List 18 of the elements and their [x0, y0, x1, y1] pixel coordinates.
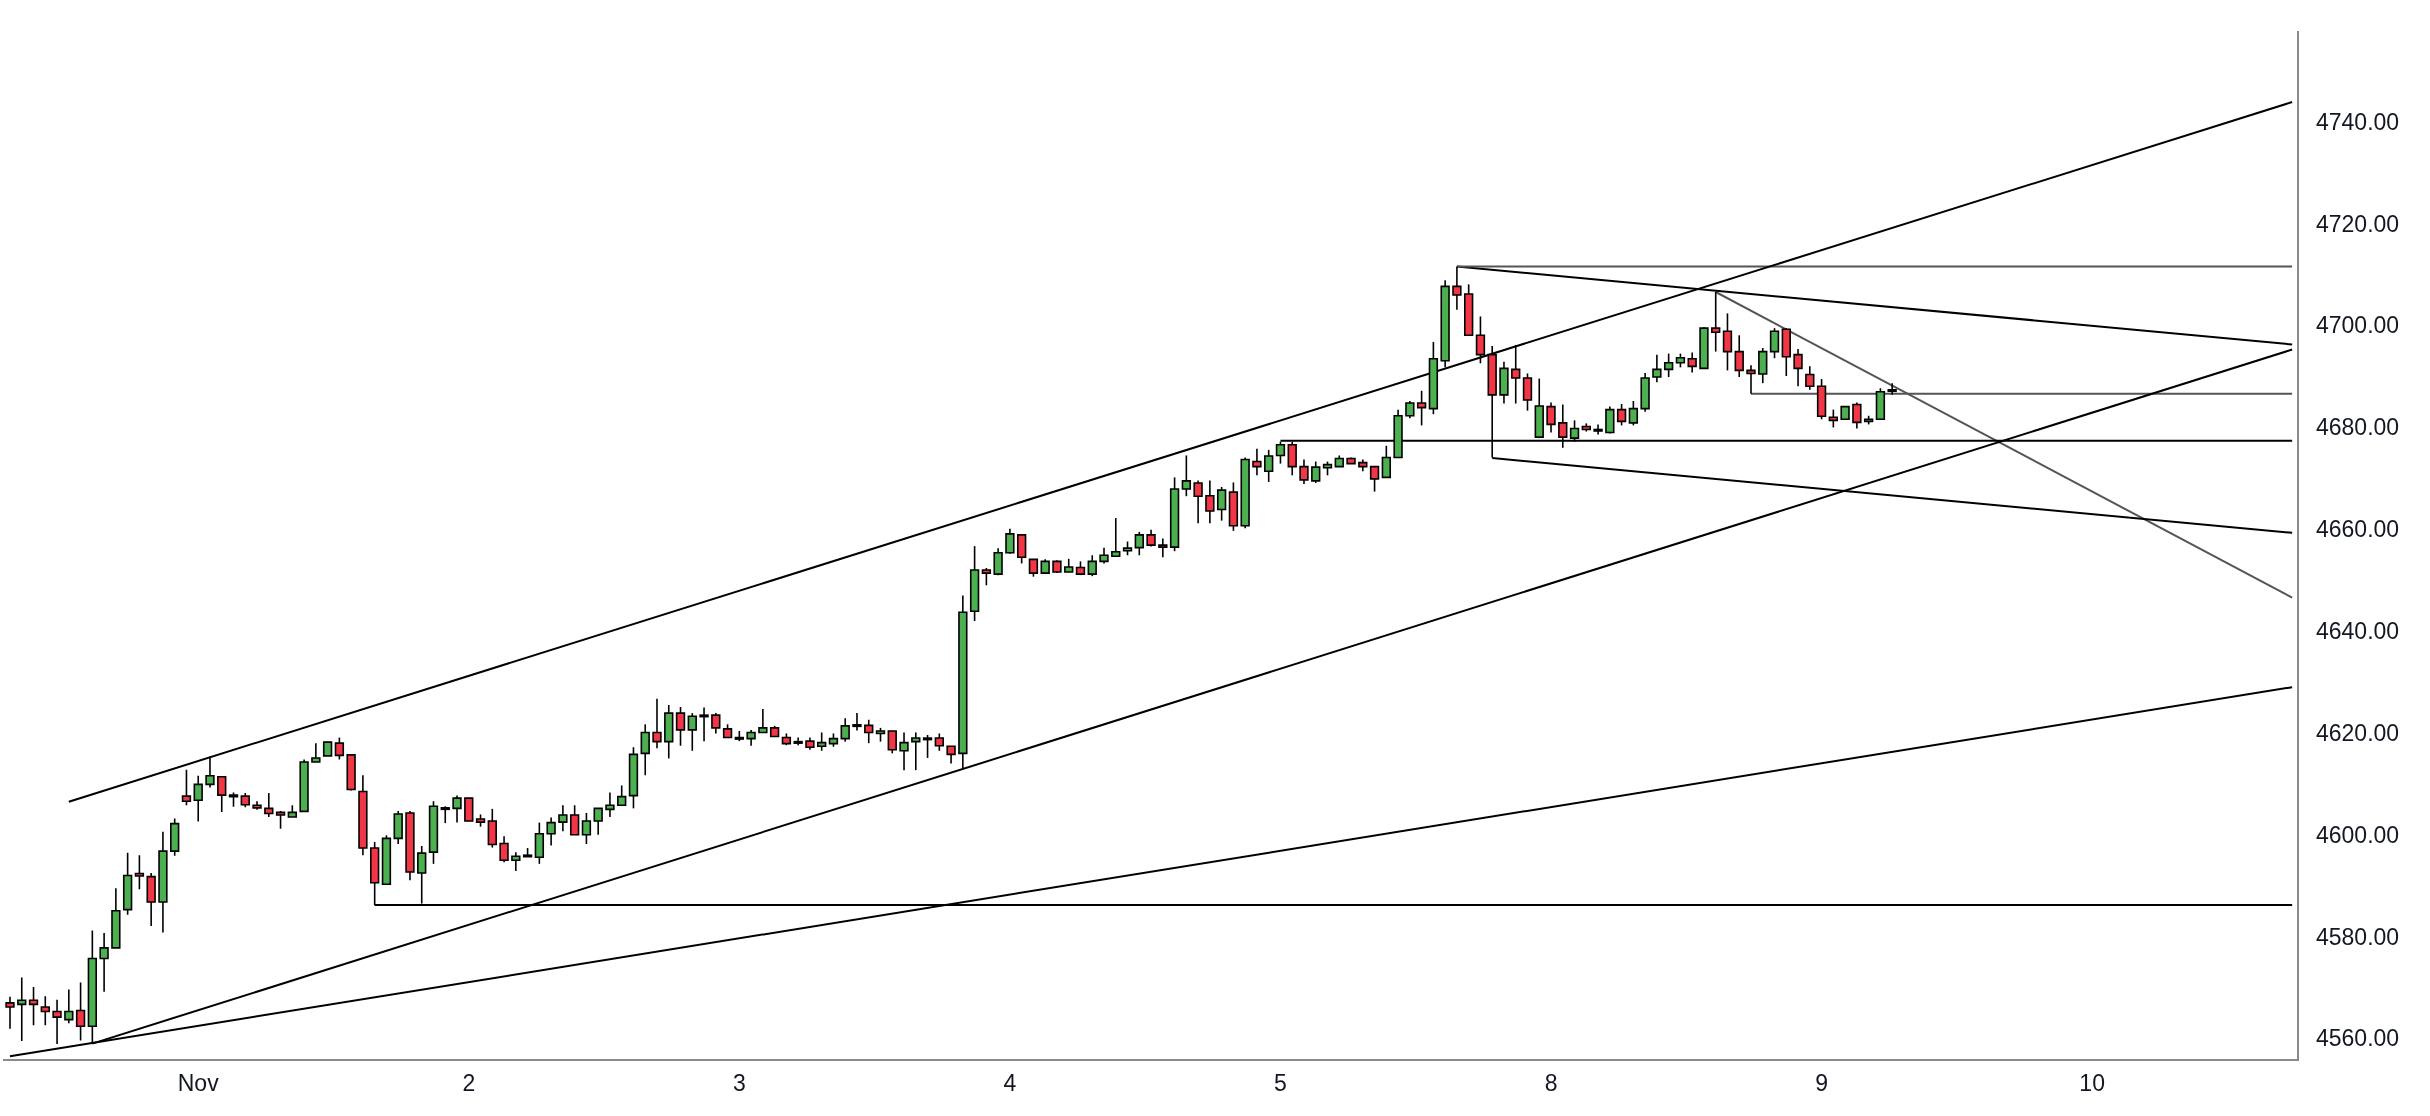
y-tick-label: 4560.00 [2316, 1025, 2400, 1052]
y-tick-label: 4680.00 [2316, 414, 2400, 441]
x-tick-label: 4 [1003, 1069, 1017, 1096]
x-tick-label: 3 [732, 1069, 746, 1096]
y-tick-label: 4580.00 [2316, 923, 2400, 950]
x-tick-label: 8 [1544, 1069, 1558, 1096]
x-tick-label: Nov [177, 1069, 220, 1096]
y-tick-label: 4660.00 [2316, 516, 2400, 543]
y-tick-label: 4700.00 [2316, 312, 2400, 339]
x-tick-label: 9 [1815, 1069, 1828, 1096]
y-tick-label: 4740.00 [2316, 108, 2400, 135]
y-tick-label: 4620.00 [2316, 719, 2400, 746]
y-tick-label: 4640.00 [2316, 618, 2400, 645]
x-tick-label: 2 [462, 1069, 476, 1096]
x-tick-label: 5 [1274, 1069, 1287, 1096]
x-tick-label: 10 [2079, 1069, 2105, 1096]
y-tick-label: 4600.00 [2316, 821, 2400, 848]
y-tick-label: 4720.00 [2316, 210, 2400, 237]
